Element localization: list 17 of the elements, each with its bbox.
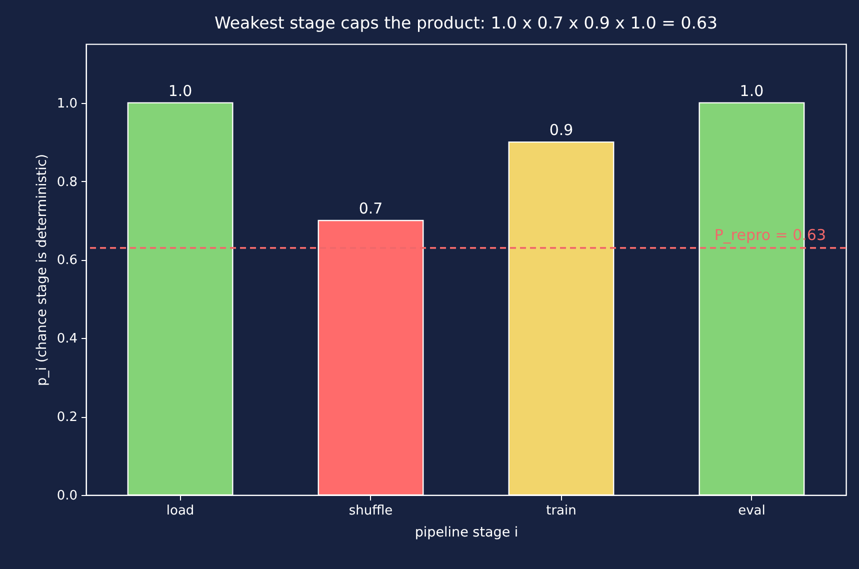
x-tick-label: load <box>166 504 194 518</box>
y-axis-title: p_i (chance stage is deterministic) <box>34 154 50 386</box>
x-tick-label: train <box>546 504 576 518</box>
data-label: 0.9 <box>549 121 574 140</box>
y-tick-label: 0.2 <box>56 410 78 426</box>
x-tick-label: shuffle <box>348 504 393 518</box>
data-label: 1.0 <box>168 82 192 100</box>
y-tick-label: 1.0 <box>56 96 78 112</box>
y-tick-label: 0.4 <box>56 332 78 347</box>
y-tick-label: 0.8 <box>56 174 78 190</box>
x-axis-title: pipeline stage i <box>414 524 518 540</box>
data-label: 0.7 <box>358 199 383 218</box>
data-label: 1.0 <box>740 82 764 100</box>
chart-title: Weakest stage caps the product: 1.0 x 0.7 x 0.9 x 1.0 = 0.63 <box>214 14 718 32</box>
x-tick-label: eval <box>738 504 766 518</box>
y-tick-label: 0.0 <box>56 488 78 504</box>
y-tick-label: 0.6 <box>56 253 78 268</box>
